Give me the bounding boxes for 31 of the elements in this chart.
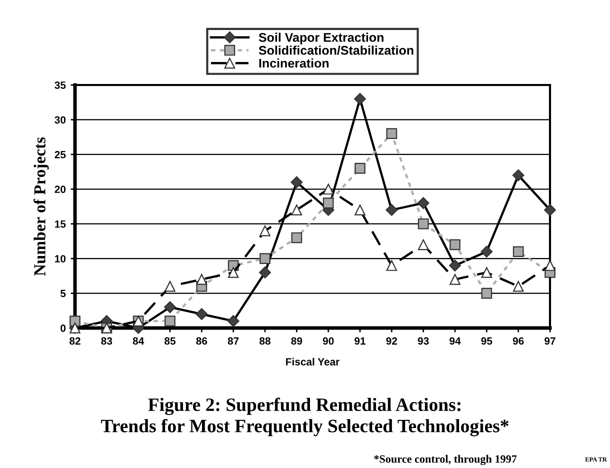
x-tick-label: 82 [70, 337, 80, 345]
x-tick-label: 91 [354, 337, 366, 345]
x-tick-label: 88 [260, 337, 270, 345]
legend-label: Soil Vapor Extraction [258, 32, 384, 44]
x-tick-label: 90 [322, 337, 334, 345]
x-tick-label: 97 [544, 337, 556, 345]
y-tick-label: 30 [54, 116, 66, 124]
text: *Source control, through 1997 [374, 454, 517, 466]
x-tick-label: 96 [512, 337, 524, 345]
y-tick-label: 20 [54, 186, 66, 194]
x-tick-label: 86 [196, 337, 208, 345]
x-tick-label: 95 [481, 337, 492, 345]
x-tick-label: 93 [418, 337, 429, 345]
y-tick-label: 25 [54, 150, 66, 158]
x-tick-label: 85 [164, 337, 176, 345]
y-tick-label: 15 [55, 220, 66, 228]
x-axis-title: Fiscal Year [286, 358, 340, 366]
x-tick-label: 94 [450, 337, 461, 345]
x-tick-label: 87 [228, 337, 239, 345]
y-tick-label: 35 [54, 82, 66, 89]
text: Figure 2: Superfund Remedial Actions: Trends for Most Frequently Selected Technologies* [101, 398, 508, 436]
y-tick-label: 0 [60, 324, 66, 332]
y-axis-title: Number of Projects [34, 137, 49, 276]
x-tick-label: 89 [291, 337, 302, 345]
x-tick-label: 83 [101, 337, 112, 345]
x-tick-label: 84 [132, 337, 144, 345]
x-tick-label: 92 [386, 337, 398, 345]
y-tick-label: 10 [55, 255, 66, 262]
y-tick-label: 5 [60, 290, 66, 298]
legend-label: Solidification/Stabilization [258, 46, 414, 55]
legend-label: Incineration [259, 58, 329, 68]
